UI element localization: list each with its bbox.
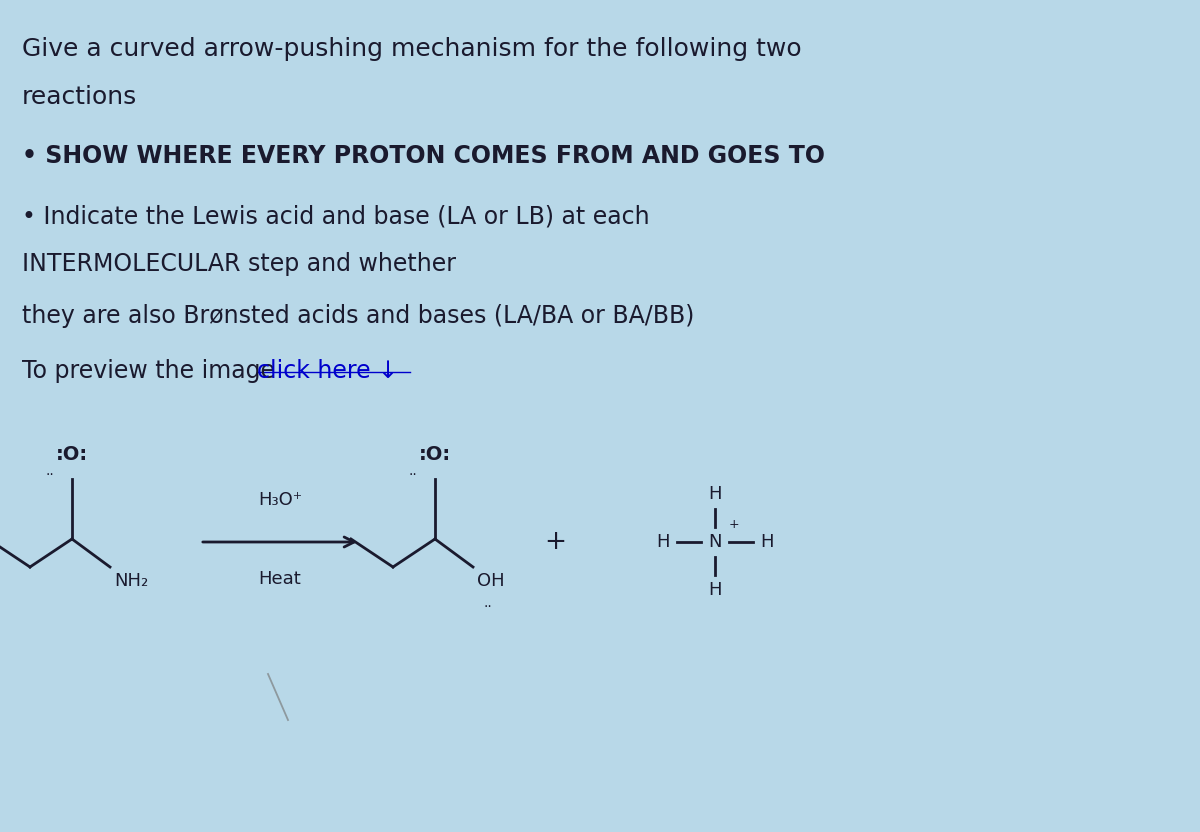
Text: they are also Brønsted acids and bases (LA/BA or BA/BB): they are also Brønsted acids and bases (… [22,304,695,328]
Text: INTERMOLECULAR step and whether: INTERMOLECULAR step and whether [22,252,456,276]
Text: :O:: :O: [56,444,88,463]
Text: • SHOW WHERE EVERY PROTON COMES FROM AND GOES TO: • SHOW WHERE EVERY PROTON COMES FROM AND… [22,144,826,168]
Text: reactions: reactions [22,85,137,109]
Text: NH₂: NH₂ [114,572,149,590]
Text: +: + [730,518,739,532]
Text: click here ↓: click here ↓ [257,359,398,383]
Text: ··: ·· [484,600,492,614]
Text: To preview the image: To preview the image [22,359,282,383]
Text: ··: ·· [46,468,54,482]
Text: H: H [761,533,774,551]
Text: Give a curved arrow-pushing mechanism for the following two: Give a curved arrow-pushing mechanism fo… [22,37,802,61]
Text: H: H [708,485,721,503]
Text: Heat: Heat [259,570,301,588]
Text: ··: ·· [409,468,418,482]
Text: H: H [708,581,721,599]
Text: N: N [708,533,721,551]
Text: :O:: :O: [419,444,451,463]
Text: • Indicate the Lewis acid and base (LA or LB) at each: • Indicate the Lewis acid and base (LA o… [22,204,649,228]
Text: +: + [544,529,566,555]
Text: H: H [656,533,670,551]
Text: H₃O⁺: H₃O⁺ [258,491,302,509]
Text: OH: OH [476,572,505,590]
